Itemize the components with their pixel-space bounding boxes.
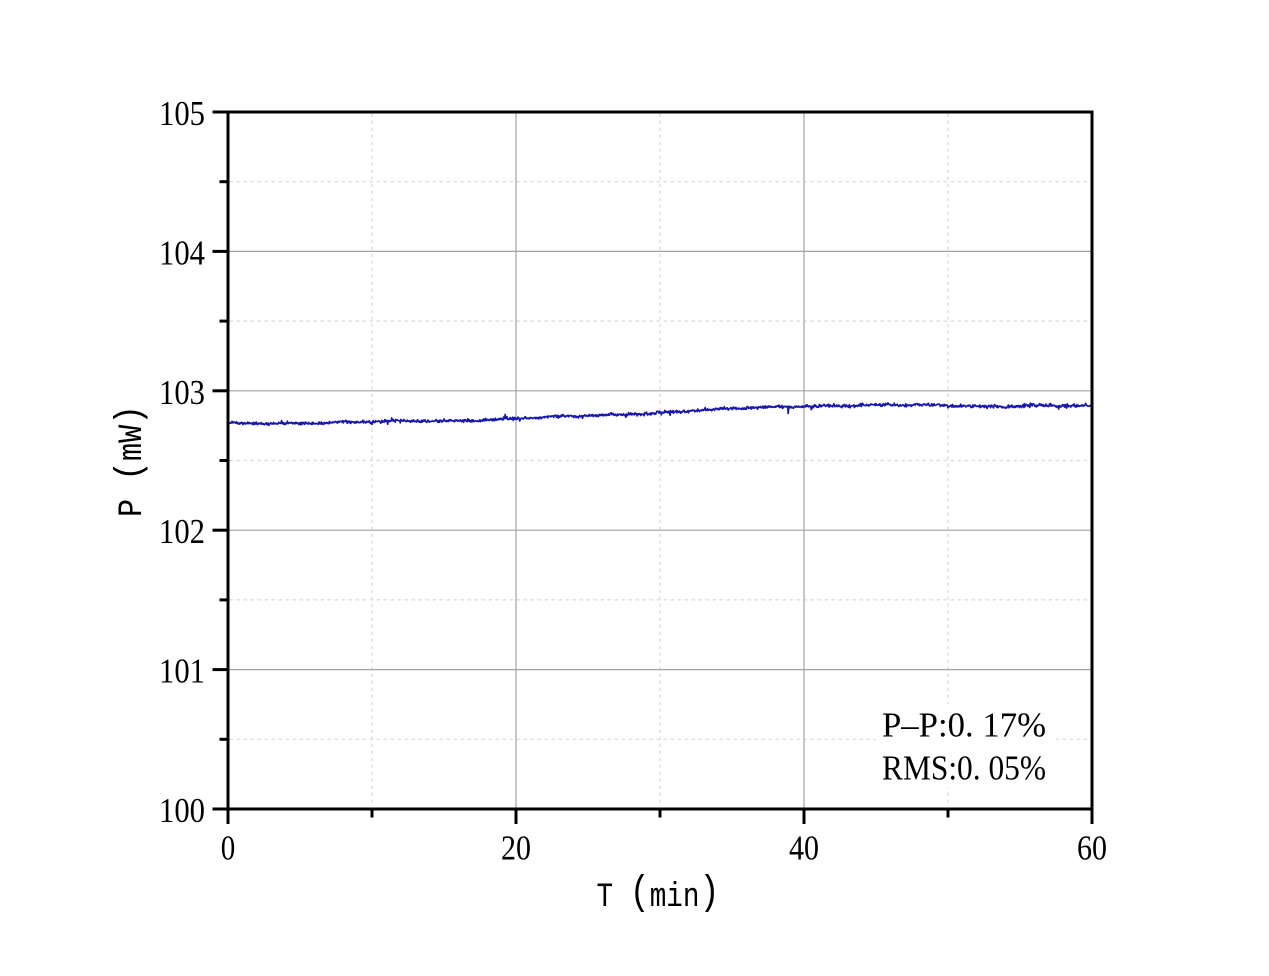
svg-text:60: 60 bbox=[1077, 829, 1107, 868]
svg-text:103: 103 bbox=[159, 373, 205, 412]
svg-text:40: 40 bbox=[789, 829, 819, 868]
svg-text:100: 100 bbox=[159, 791, 205, 830]
svg-text:T (min): T (min) bbox=[597, 871, 720, 918]
svg-text:105: 105 bbox=[159, 94, 205, 133]
svg-text:104: 104 bbox=[159, 233, 205, 272]
svg-text:RMS:0. 05%: RMS:0. 05% bbox=[882, 749, 1046, 788]
svg-text:101: 101 bbox=[159, 652, 205, 691]
svg-text:P–P:0. 17%: P–P:0. 17% bbox=[882, 706, 1046, 745]
svg-text:0: 0 bbox=[221, 829, 236, 868]
svg-text:20: 20 bbox=[501, 829, 531, 868]
svg-text:102: 102 bbox=[159, 512, 205, 551]
svg-text:P (mW): P (mW) bbox=[110, 405, 152, 517]
